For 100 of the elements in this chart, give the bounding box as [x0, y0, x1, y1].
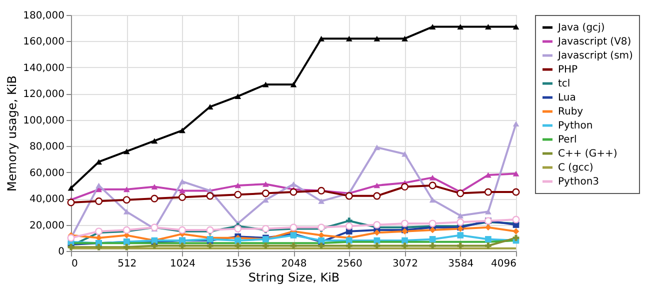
point [402, 151, 408, 157]
x-tick-label: 0 [72, 258, 78, 270]
point [122, 196, 130, 204]
point [429, 236, 436, 242]
point [262, 190, 270, 198]
point [179, 178, 186, 184]
point [373, 221, 381, 229]
legend-label: PHP [558, 64, 578, 76]
legend-label: Java (gcj) [557, 22, 605, 34]
point [456, 190, 464, 198]
point [290, 82, 297, 88]
point [234, 94, 242, 100]
y-tick-label: 120,000 [23, 89, 64, 100]
point [485, 24, 492, 30]
point [290, 188, 298, 196]
point [428, 220, 436, 228]
point [318, 242, 324, 249]
point [485, 236, 492, 242]
y-tick-label: 160,000 [23, 36, 64, 48]
point [346, 237, 352, 244]
point [206, 192, 214, 200]
point [373, 192, 381, 200]
legend-label: Python3 [558, 176, 600, 188]
point [206, 242, 214, 249]
point [374, 229, 380, 236]
point [485, 242, 492, 249]
point [178, 193, 186, 201]
point [457, 212, 464, 218]
point [179, 128, 186, 134]
point [234, 242, 242, 249]
legend-label: C++ (G++) [558, 148, 618, 160]
point [262, 82, 269, 88]
point [512, 234, 520, 242]
point [179, 242, 186, 249]
legend-label: Ruby [558, 106, 584, 118]
point [485, 172, 492, 178]
point [512, 170, 520, 176]
legend-label: Javascript (V8) [557, 36, 632, 48]
point [346, 242, 352, 249]
y-tick-label: 20,000 [30, 220, 64, 232]
point [95, 197, 103, 205]
point [234, 224, 242, 232]
point [290, 181, 297, 187]
y-tick-label: 60,000 [30, 168, 64, 179]
point [346, 36, 352, 42]
point [402, 237, 408, 244]
point [262, 242, 269, 249]
point [151, 242, 158, 249]
point [345, 222, 353, 230]
point [150, 194, 158, 202]
y-tick-label: 140,000 [23, 62, 64, 74]
point [484, 188, 492, 196]
point [374, 242, 380, 249]
point [457, 24, 464, 30]
point [402, 36, 408, 42]
point [262, 181, 269, 187]
point [123, 244, 130, 250]
point [512, 188, 520, 196]
y-tick-label: 0 [58, 246, 64, 258]
x-tick-label: 2048 [281, 258, 307, 270]
legend-label: tcl [558, 78, 570, 90]
point [151, 138, 158, 144]
point [123, 148, 130, 154]
point [151, 184, 158, 190]
point [68, 185, 74, 191]
y-axis-title: Memory usage, KiB [5, 76, 20, 192]
legend-label: Lua [558, 92, 576, 104]
legend-label: Perl [558, 134, 577, 146]
point [234, 190, 242, 198]
point [429, 242, 436, 249]
point [318, 36, 324, 42]
x-tick-label: 4096 [491, 258, 516, 270]
point [318, 198, 324, 204]
point [512, 121, 520, 127]
y-tick-label: 180,000 [23, 10, 64, 22]
point [402, 242, 408, 249]
x-tick-label: 1536 [226, 258, 252, 270]
point [123, 208, 130, 214]
point [290, 242, 297, 249]
point [345, 192, 353, 200]
legend-label: C (gcc) [558, 162, 594, 174]
y-tick-label: 80,000 [30, 142, 64, 153]
point [67, 198, 75, 206]
legend-label: Javascript (sm) [557, 50, 634, 62]
point [485, 224, 492, 231]
point [457, 242, 464, 249]
point [400, 183, 409, 191]
y-tick-label: 40,000 [30, 194, 64, 206]
point [485, 208, 492, 214]
point [234, 182, 242, 188]
point [374, 36, 380, 42]
x-tick-label: 2560 [336, 258, 362, 270]
x-tick-label: 1024 [170, 258, 196, 270]
point [512, 24, 520, 30]
point [429, 197, 436, 203]
point [512, 228, 520, 234]
point [400, 220, 409, 228]
x-axis-title: String Size, KiB [248, 270, 340, 284]
point [429, 226, 436, 234]
x-tick-label: 3072 [392, 258, 418, 270]
